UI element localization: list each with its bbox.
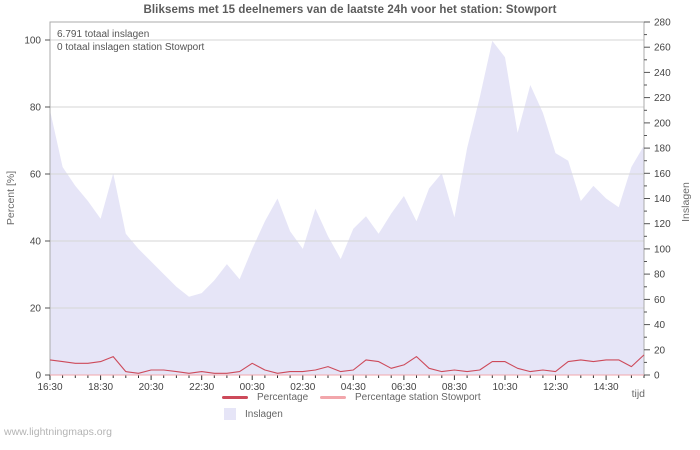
svg-text:40: 40 [654,320,666,331]
percentage-line-swatch [222,396,248,399]
svg-text:tijd: tijd [632,388,646,400]
svg-text:60: 60 [30,170,42,181]
svg-text:Percent [%]: Percent [%] [5,171,17,225]
svg-text:10:30: 10:30 [492,382,517,393]
chart-title: Bliksems met 15 deelnemers van de laatst… [143,4,557,16]
svg-text:02:30: 02:30 [290,382,315,393]
svg-text:0: 0 [654,371,660,382]
svg-text:280: 280 [654,18,671,29]
svg-text:180: 180 [654,144,671,155]
svg-text:22:30: 22:30 [189,382,214,393]
svg-text:08:30: 08:30 [442,382,467,393]
legend-item-percentage: Percentage [222,392,308,403]
svg-text:120: 120 [654,219,671,230]
inslagen-area-swatch [224,408,236,420]
svg-text:06:30: 06:30 [391,382,416,393]
svg-text:04:30: 04:30 [341,382,366,393]
legend-item-percentage-station: Percentage station Stowport [320,392,481,403]
svg-text:18:30: 18:30 [88,382,113,393]
legend-label-inslagen: Inslagen [245,408,283,420]
svg-text:00:30: 00:30 [240,382,265,393]
svg-text:80: 80 [30,103,42,114]
svg-text:60: 60 [654,295,666,306]
legend-item-inslagen: Inslagen [223,408,283,420]
svg-text:260: 260 [654,43,671,54]
svg-text:20:30: 20:30 [139,382,164,393]
percentage-station-line-swatch [320,396,346,399]
svg-text:20: 20 [654,345,666,356]
legend-label-percentage: Percentage [257,392,309,403]
svg-text:Inslagen: Inslagen [680,182,692,222]
annotation-station-strikes: 0 totaal inslagen station Stowport [57,42,205,53]
annotation-total-strikes: 6.791 totaal inslagen [57,29,150,40]
svg-text:20: 20 [30,304,42,315]
svg-text:14:30: 14:30 [594,382,619,393]
svg-text:12:30: 12:30 [543,382,568,393]
svg-text:100: 100 [654,244,671,255]
svg-text:140: 140 [654,194,671,205]
svg-text:80: 80 [654,270,666,281]
svg-text:0: 0 [35,371,41,382]
svg-text:100: 100 [24,36,41,47]
svg-text:40: 40 [30,237,42,248]
svg-text:160: 160 [654,169,671,180]
svg-text:200: 200 [654,118,671,129]
legend-label-percentage-station: Percentage station Stowport [355,392,481,403]
svg-text:220: 220 [654,93,671,104]
svg-text:16:30: 16:30 [37,382,62,393]
svg-text:240: 240 [654,68,671,79]
watermark-text: www.lightningmaps.org [4,426,112,438]
